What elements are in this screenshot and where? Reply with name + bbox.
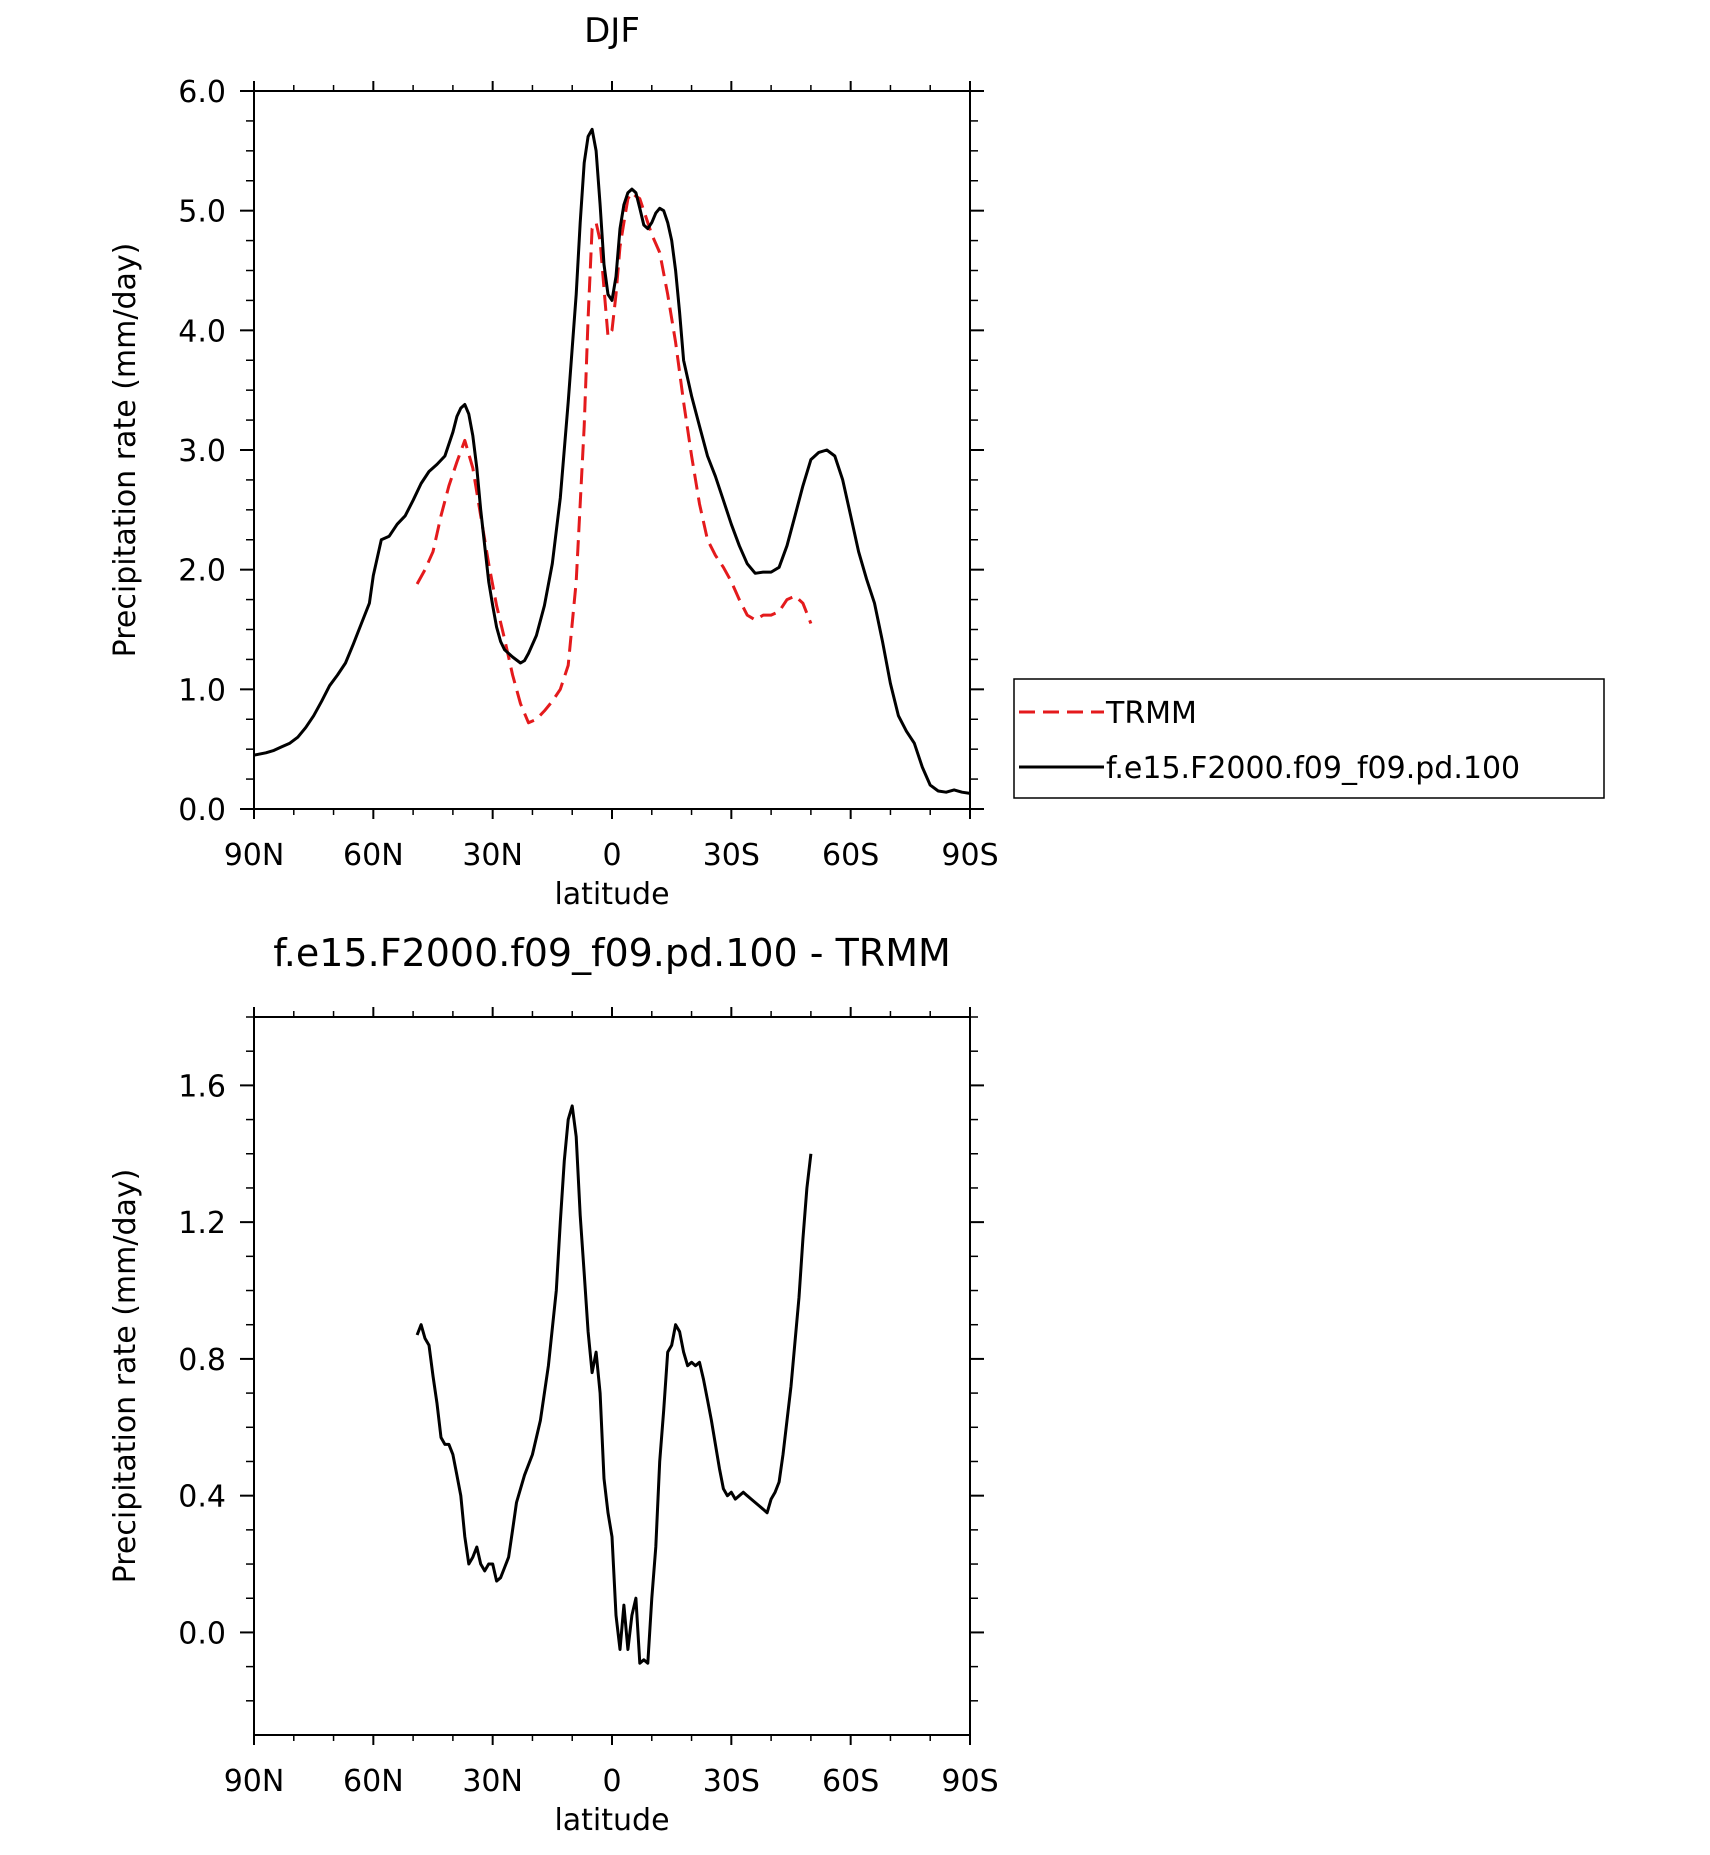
chart-title: DJF (584, 11, 640, 51)
x-tick-label: 60S (822, 1764, 879, 1799)
x-tick-label: 90S (941, 838, 998, 873)
y-tick-label: 5.0 (178, 195, 226, 230)
x-tick-label: 30S (703, 1764, 760, 1799)
x-tick-label: 30S (703, 838, 760, 873)
x-tick-label: 90S (941, 1764, 998, 1799)
y-tick-label: 3.0 (178, 434, 226, 469)
x-axis-label: latitude (554, 1803, 669, 1838)
y-tick-label: 0.0 (178, 1616, 226, 1651)
x-tick-label: 0 (602, 838, 621, 873)
x-tick-label: 0 (602, 1764, 621, 1799)
legend-box (1013, 678, 1605, 799)
x-tick-label: 60S (822, 838, 879, 873)
y-tick-label: 2.0 (178, 554, 226, 589)
y-tick-label: 1.6 (178, 1069, 226, 1104)
x-axis-label: latitude (554, 877, 669, 912)
x-tick-label: 60N (343, 838, 404, 873)
x-tick-label: 90N (224, 838, 285, 873)
x-tick-label: 30N (462, 838, 523, 873)
bottom-panel-difference: f.e15.F2000.f09_f09.pd.100 - TRMM 90N 60N 3… (108, 931, 999, 1838)
y-axis-label: Precipitation rate (mm/day) (108, 1169, 143, 1584)
legend-label-trmm: TRMM (1105, 696, 1197, 731)
plot-frame (253, 1016, 971, 1736)
x-tick-label: 60N (343, 1764, 404, 1799)
y-tick-label: 1.2 (178, 1206, 226, 1241)
y-tick-label: 1.0 (178, 673, 226, 708)
series-line-1-0 (415, 1104, 813, 1665)
x-tick-label: 30N (462, 1764, 523, 1799)
y-tick-label: 4.0 (178, 314, 226, 349)
series-line-0-0 (415, 191, 813, 725)
legend-label-model: f.e15.F2000.f09_f09.pd.100 (1106, 751, 1520, 786)
series-line-0-1 (253, 127, 971, 795)
chart-title: f.e15.F2000.f09_f09.pd.100 - TRMM (273, 931, 951, 975)
x-tick-label: 90N (224, 1764, 285, 1799)
plot-frame (253, 90, 971, 810)
y-tick-label: 0.0 (178, 793, 226, 828)
y-tick-label: 6.0 (178, 75, 226, 110)
top-panel-precipitation-djf: DJF 90N 60N 30N 0 30S 60S 90S 0.0 1.0 2.0 3.0 4.0 5.0… (108, 11, 999, 912)
y-tick-label: 0.4 (178, 1480, 226, 1515)
legend: TRMM f.e15.F2000.f09_f09.pd.100 (1013, 678, 1605, 799)
y-axis-label: Precipitation rate (mm/day) (108, 243, 143, 658)
y-tick-label: 0.8 (178, 1343, 226, 1378)
